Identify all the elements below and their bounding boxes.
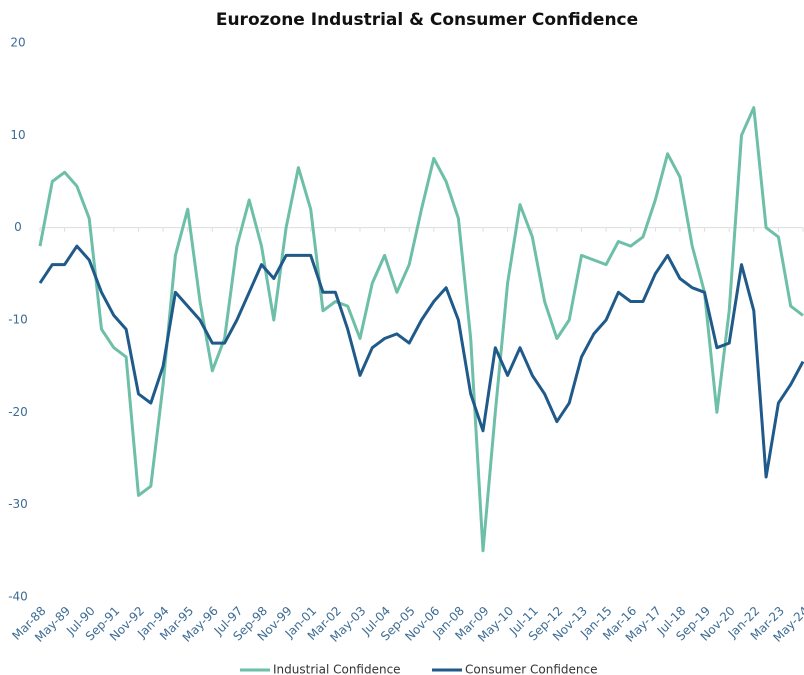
y-tick-label: -20	[8, 405, 28, 419]
y-tick-label: -40	[8, 590, 28, 604]
legend-label: Industrial Confidence	[273, 663, 401, 675]
y-tick-label: 0	[14, 220, 22, 234]
y-tick-label: 20	[10, 36, 25, 50]
line-series	[38, 106, 804, 553]
chart-title: Eurozone Industrial & Consumer Confidenc…	[216, 10, 638, 30]
y-tick-label: -30	[8, 497, 28, 511]
y-tick-label: -10	[8, 313, 28, 327]
line-series	[38, 244, 804, 479]
legend-label: Consumer Confidence	[465, 663, 597, 675]
y-tick-label: 10	[10, 128, 25, 142]
